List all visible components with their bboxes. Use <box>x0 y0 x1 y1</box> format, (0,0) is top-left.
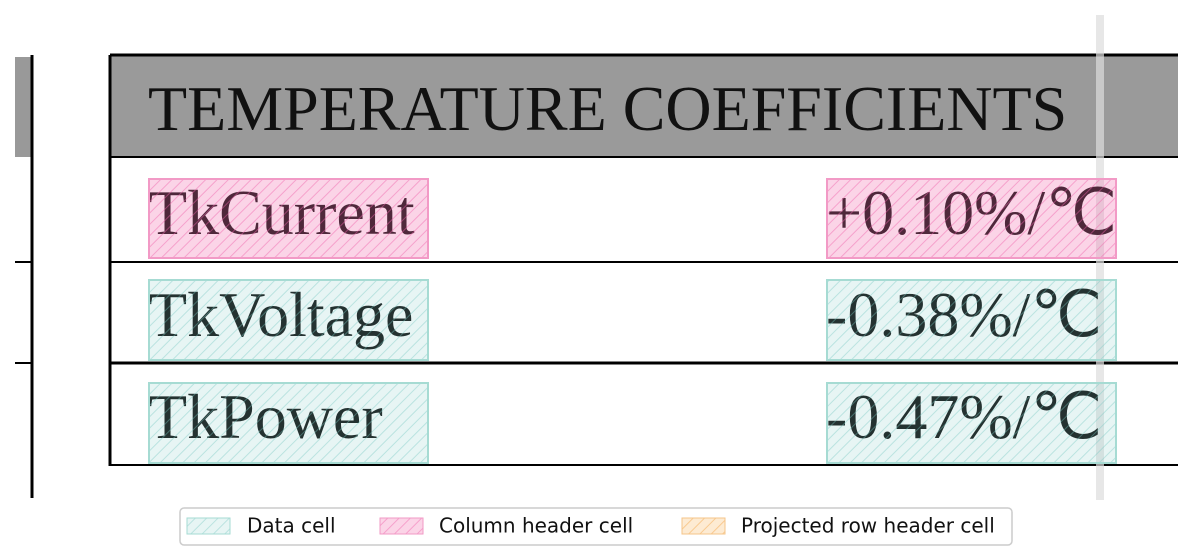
legend: Data cell Column header cell Projected r… <box>179 507 1013 546</box>
annotations <box>148 178 1117 464</box>
left-fragment <box>15 55 34 498</box>
legend-label: Data cell <box>247 514 336 538</box>
table-title: TEMPERATURE COEFFICIENTS <box>148 73 1067 144</box>
legend-label: Column header cell <box>439 514 633 538</box>
legend-label: Projected row header cell <box>741 514 995 538</box>
